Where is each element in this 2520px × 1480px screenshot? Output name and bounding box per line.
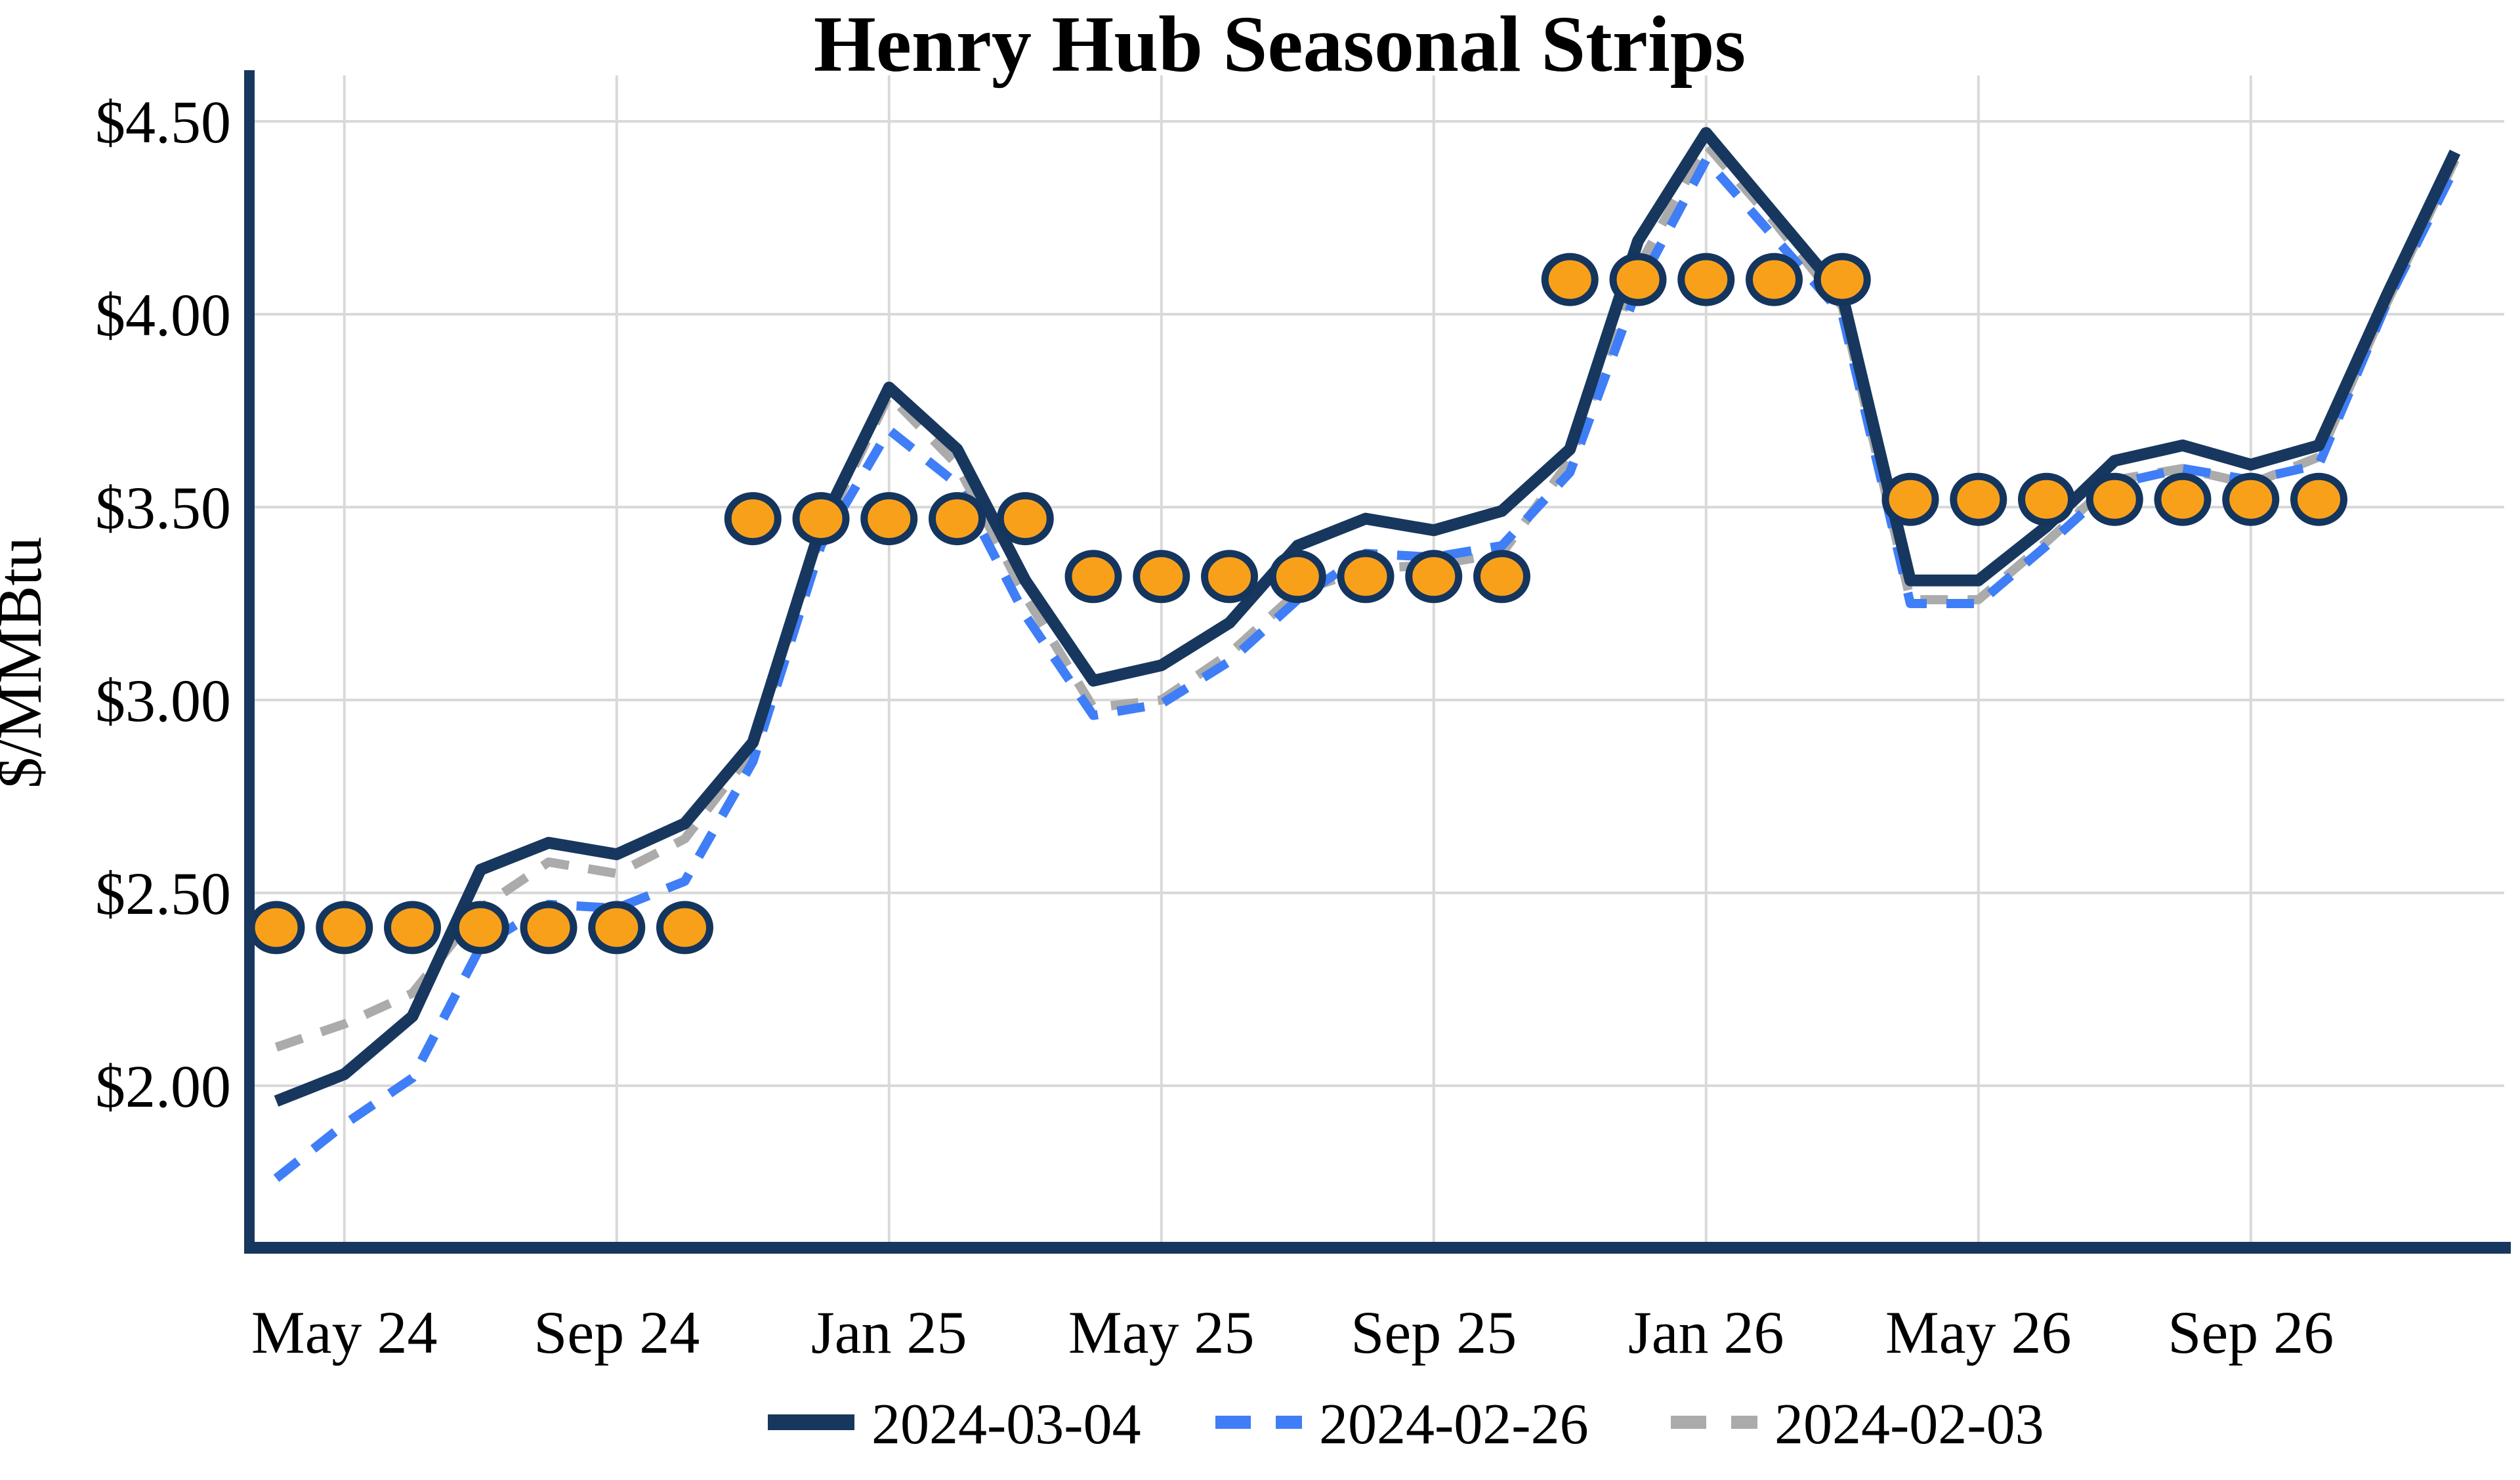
strip-marker (1337, 550, 1395, 604)
strip-marker (1064, 550, 1122, 604)
x-tick-label: Sep 25 (1351, 1299, 1517, 1366)
legend-label: 2024-03-04 (872, 1393, 1141, 1456)
strip-marker (247, 901, 305, 955)
strip-marker (2222, 472, 2280, 526)
y-tick-label: $2.00 (95, 1053, 231, 1120)
strip-marker (1609, 253, 1667, 306)
strip-marker (2290, 472, 2347, 526)
x-tick-label: May 25 (1068, 1299, 1255, 1366)
strip-marker (2154, 472, 2212, 526)
strip-marker (2018, 472, 2075, 526)
axis-layer (244, 70, 2511, 1254)
legend-item-2024-02-03: 2024-02-03 (1671, 1393, 2044, 1456)
legend-label: 2024-02-26 (1319, 1393, 1589, 1456)
strip-marker (2086, 472, 2143, 526)
legend: 2024-03-04 2024-02-26 2024-02-03 (768, 1393, 2044, 1456)
strip-marker (1201, 550, 1258, 604)
grid-layer (249, 75, 2504, 1248)
strip-marker (1541, 253, 1599, 306)
strip-marker (724, 492, 782, 546)
strip-marker (520, 901, 578, 955)
legend-item-2024-02-26: 2024-02-26 (1215, 1393, 1589, 1456)
y-axis-title: $/MMBtu (0, 537, 54, 789)
y-tick-label: $4.50 (95, 89, 231, 155)
seasonal-strip-markers (247, 253, 2347, 955)
y-tick-label: $3.00 (95, 667, 231, 734)
legend-label: 2024-02-03 (1774, 1393, 2044, 1456)
x-tick-label: Jan 26 (1628, 1299, 1784, 1366)
strip-marker (316, 901, 373, 955)
strip-marker (929, 492, 986, 546)
x-tick-label: Sep 24 (534, 1299, 700, 1366)
x-tick-label: May 24 (251, 1299, 438, 1366)
strip-marker (1473, 550, 1530, 604)
x-tick-label: Jan 25 (811, 1299, 967, 1366)
series-layer (273, 127, 2461, 1182)
strip-marker (996, 492, 1054, 546)
x-tick-label: May 26 (1885, 1299, 2072, 1366)
strip-marker (1881, 472, 1939, 526)
strip-marker (860, 492, 918, 546)
strip-marker (384, 901, 441, 955)
strip-marker (1813, 253, 1871, 306)
strip-marker (792, 492, 850, 546)
strip-marker (588, 901, 646, 955)
strip-marker (1746, 253, 1803, 306)
y-tick-label: $4.00 (95, 281, 231, 348)
x-tick-label: Sep 26 (2168, 1299, 2334, 1366)
strip-marker (656, 901, 713, 955)
strip-marker (1269, 550, 1326, 604)
y-tick-label: $3.50 (95, 474, 231, 541)
strip-marker (1950, 472, 2007, 526)
strip-marker (452, 901, 509, 955)
series-line-2024-03-04 (274, 127, 2461, 1107)
legend-item-2024-03-04: 2024-03-04 (768, 1393, 1141, 1456)
y-tick-label: $2.50 (95, 860, 231, 927)
axis-label-layer: $4.50 $4.00 $3.50 $3.00 $2.50 $2.00 May 24 Sep … (95, 89, 2334, 1366)
strip-marker (1133, 550, 1190, 604)
series-line-2024-02-26 (273, 155, 2460, 1182)
chart-title: Henry Hub Seasonal Strips (814, 0, 1746, 89)
strip-marker (1405, 550, 1463, 604)
strip-marker (1677, 253, 1735, 306)
